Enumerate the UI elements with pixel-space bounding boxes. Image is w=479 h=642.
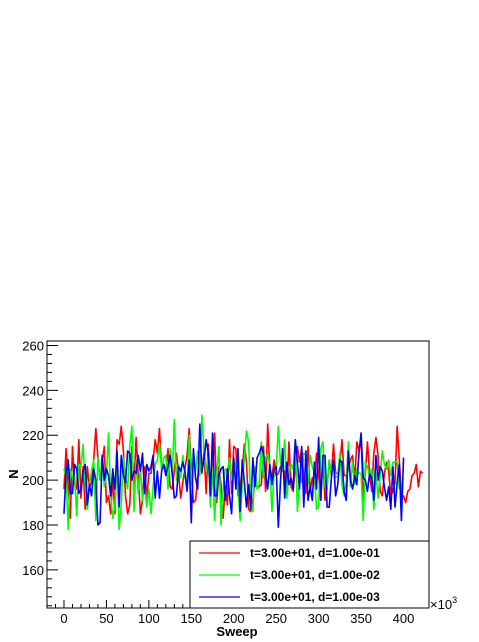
x-axis-label: Sweep xyxy=(216,624,257,639)
x-tick-label-0: 0 xyxy=(60,611,67,626)
x-tick-label-7: 350 xyxy=(350,611,372,626)
legend-label-0: t=3.00e+01, d=1.00e-01 xyxy=(250,546,380,560)
x-axis-multiplier-exp: 3 xyxy=(452,595,457,605)
legend: t=3.00e+01, d=1.00e-01 t=3.00e+01, d=1.0… xyxy=(189,540,430,609)
y-axis-label: N xyxy=(6,469,21,478)
x-tick-label-1: 50 xyxy=(99,611,113,626)
x-tick-label-5: 250 xyxy=(265,611,287,626)
series-line-1 xyxy=(63,414,401,531)
y-tick-label-1: 180 xyxy=(22,518,44,533)
x-tick-label-6: 300 xyxy=(308,611,330,626)
series-layer xyxy=(63,414,424,531)
x-tick-label-2: 100 xyxy=(138,611,160,626)
y-tick-label-3: 220 xyxy=(22,428,44,443)
y-tick-label-2: 200 xyxy=(22,473,44,488)
y-tick-label-4: 240 xyxy=(22,383,44,398)
x-axis-multiplier-base: ×10 xyxy=(430,597,452,612)
x-tick-label-3: 150 xyxy=(180,611,202,626)
legend-label-1: t=3.00e+01, d=1.00e-02 xyxy=(250,568,380,582)
y-tick-label-5: 260 xyxy=(22,338,44,353)
legend-label-2: t=3.00e+01, d=1.00e-03 xyxy=(250,590,380,604)
x-tick-label-4: 200 xyxy=(223,611,245,626)
series-line-2 xyxy=(63,423,405,529)
y-tick-label-0: 160 xyxy=(22,563,44,578)
x-tick-label-8: 400 xyxy=(393,611,415,626)
x-axis-multiplier: ×103 xyxy=(430,595,457,612)
